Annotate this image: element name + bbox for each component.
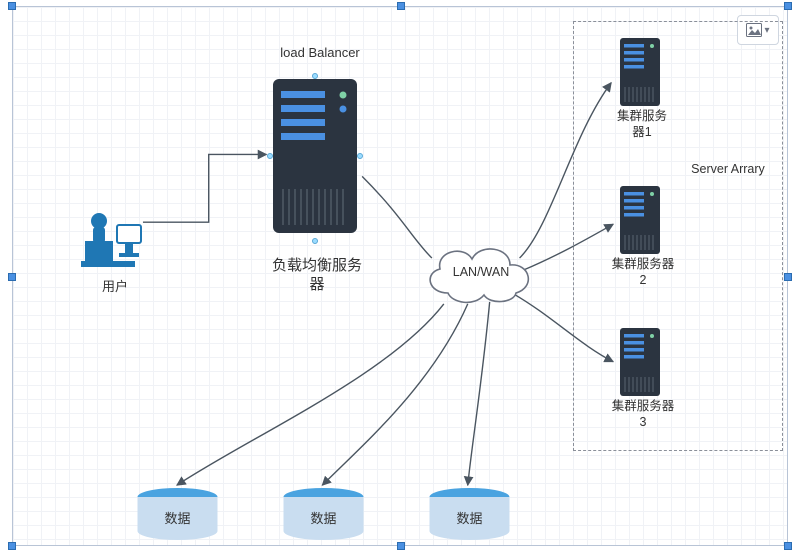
cluster-server-3[interactable]	[619, 327, 661, 402]
selection-handle-tc[interactable]	[397, 2, 405, 10]
node-handle[interactable]	[312, 238, 318, 244]
server-array-group[interactable]	[573, 21, 783, 451]
load-balancer-node[interactable]	[271, 77, 359, 240]
node-handle[interactable]	[312, 73, 318, 79]
server-icon	[619, 327, 661, 397]
cloud-label: LAN/WAN	[446, 265, 516, 281]
server-icon	[619, 185, 661, 255]
db2-label: 数据	[281, 511, 366, 527]
node-handle[interactable]	[267, 153, 273, 159]
cluster-server-2[interactable]	[619, 185, 661, 260]
svr1-label: 集群服务 器1	[609, 109, 675, 140]
db1-label: 数据	[135, 511, 220, 527]
db3-label: 数据	[427, 511, 512, 527]
svr2-label: 集群服务器 2	[605, 257, 681, 288]
selection-handle-ml[interactable]	[8, 273, 16, 281]
user-label: 用户	[95, 279, 135, 295]
selection-handle-bl[interactable]	[8, 542, 16, 550]
node-handle[interactable]	[357, 153, 363, 159]
user-icon	[81, 205, 147, 271]
server-rack-icon	[271, 77, 359, 235]
database-1[interactable]: 数据	[135, 487, 220, 547]
cloud-node[interactable]: LAN/WAN	[418, 237, 538, 316]
cluster-server-1[interactable]	[619, 37, 661, 112]
selection-handle-bc[interactable]	[397, 542, 405, 550]
server-array-label: Server Arrary	[673, 162, 783, 178]
lb-caption: 负载均衡服务 器	[257, 257, 377, 295]
selection-handle-tl[interactable]	[8, 2, 16, 10]
user-node[interactable]	[81, 205, 147, 276]
database-3[interactable]: 数据	[427, 487, 512, 547]
selection-handle-tr[interactable]	[784, 2, 792, 10]
database-2[interactable]: 数据	[281, 487, 366, 547]
server-icon	[619, 37, 661, 107]
selection-handle-br[interactable]	[784, 542, 792, 550]
selection-handle-mr[interactable]	[784, 273, 792, 281]
svr3-label: 集群服务器 3	[605, 399, 681, 430]
lb-title: load Balancer	[265, 45, 375, 61]
diagram-canvas[interactable]: ▾ Server Arrary 用户 load Balancer	[12, 6, 788, 546]
